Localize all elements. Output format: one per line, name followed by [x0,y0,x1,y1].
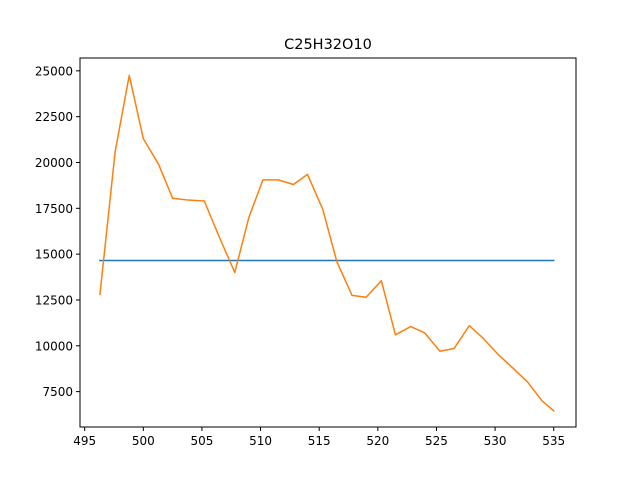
x-tick-label-7: 530 [484,434,507,448]
x-tick-label-2: 505 [190,434,213,448]
y-axis: 7500 10000 12500 15000 17500 20000 22500 25000 [35,64,80,399]
x-tick-label-1: 500 [132,434,155,448]
x-tick-label-6: 525 [425,434,448,448]
y-tick-label-7: 25000 [35,64,73,78]
x-tick-label-4: 515 [308,434,331,448]
y-tick-label-6: 22500 [35,110,73,124]
chart-title: C25H32O10 [284,37,372,53]
x-tick-label-5: 520 [366,434,389,448]
x-axis: 495 500 505 510 515 520 525 530 535 [73,427,565,448]
axes-frame [79,57,577,428]
series-layer [99,74,555,412]
y-tick-label-1: 10000 [35,339,73,353]
y-tick-label-5: 20000 [35,156,73,170]
x-tick-label-0: 495 [73,434,96,448]
y-tick-label-3: 15000 [35,248,73,262]
y-tick-label-4: 17500 [35,202,73,216]
y-tick-label-0: 7500 [42,385,73,399]
y-tick-label-2: 12500 [35,293,73,307]
series-line-1 [99,74,555,412]
x-tick-label-8: 535 [542,434,565,448]
x-tick-label-3: 510 [249,434,272,448]
